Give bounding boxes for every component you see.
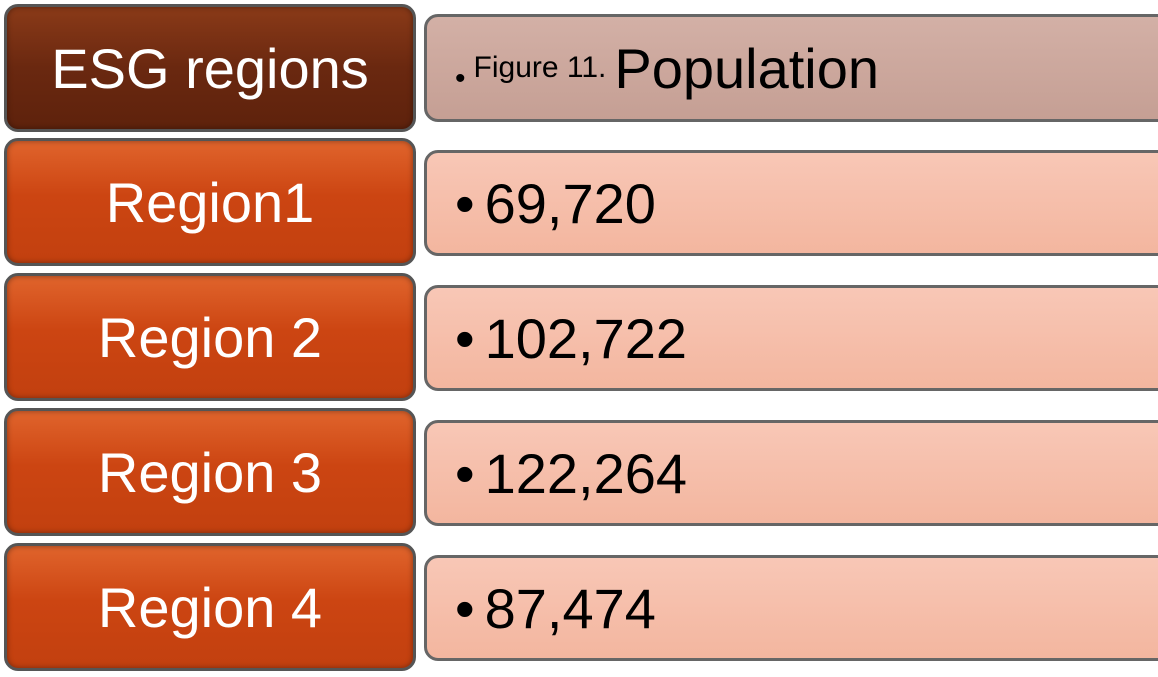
region-value: 69,720	[484, 171, 656, 235]
region-value: 122,264	[484, 441, 688, 505]
region-box: Region1	[4, 138, 416, 266]
bullet	[455, 441, 485, 506]
bullet	[455, 171, 485, 236]
value-box: 87,474	[424, 555, 1158, 661]
region-box: Region 2	[4, 273, 416, 401]
bullet	[455, 576, 485, 641]
region-label: Region 4	[97, 575, 323, 639]
header-title-box: Figure 11. Population	[424, 14, 1158, 122]
value-box: 102,722	[424, 285, 1158, 391]
header-title: Population	[614, 36, 880, 100]
bullet	[455, 36, 474, 101]
value-box: 122,264	[424, 420, 1158, 526]
header-caption: Figure 11.	[473, 51, 607, 84]
region-box: Region 4	[4, 543, 416, 671]
header-label: ESG regions	[51, 36, 369, 100]
region-label: Region 3	[97, 440, 323, 504]
bullet	[455, 306, 485, 371]
region-value: 87,474	[484, 576, 656, 640]
region-box: Region 3	[4, 408, 416, 536]
value-box: 69,720	[424, 150, 1158, 256]
region-value: 102,722	[484, 306, 688, 370]
region-label: Region 2	[97, 305, 323, 369]
header-label-box: ESG regions	[4, 4, 416, 132]
region-label: Region1	[105, 170, 315, 234]
